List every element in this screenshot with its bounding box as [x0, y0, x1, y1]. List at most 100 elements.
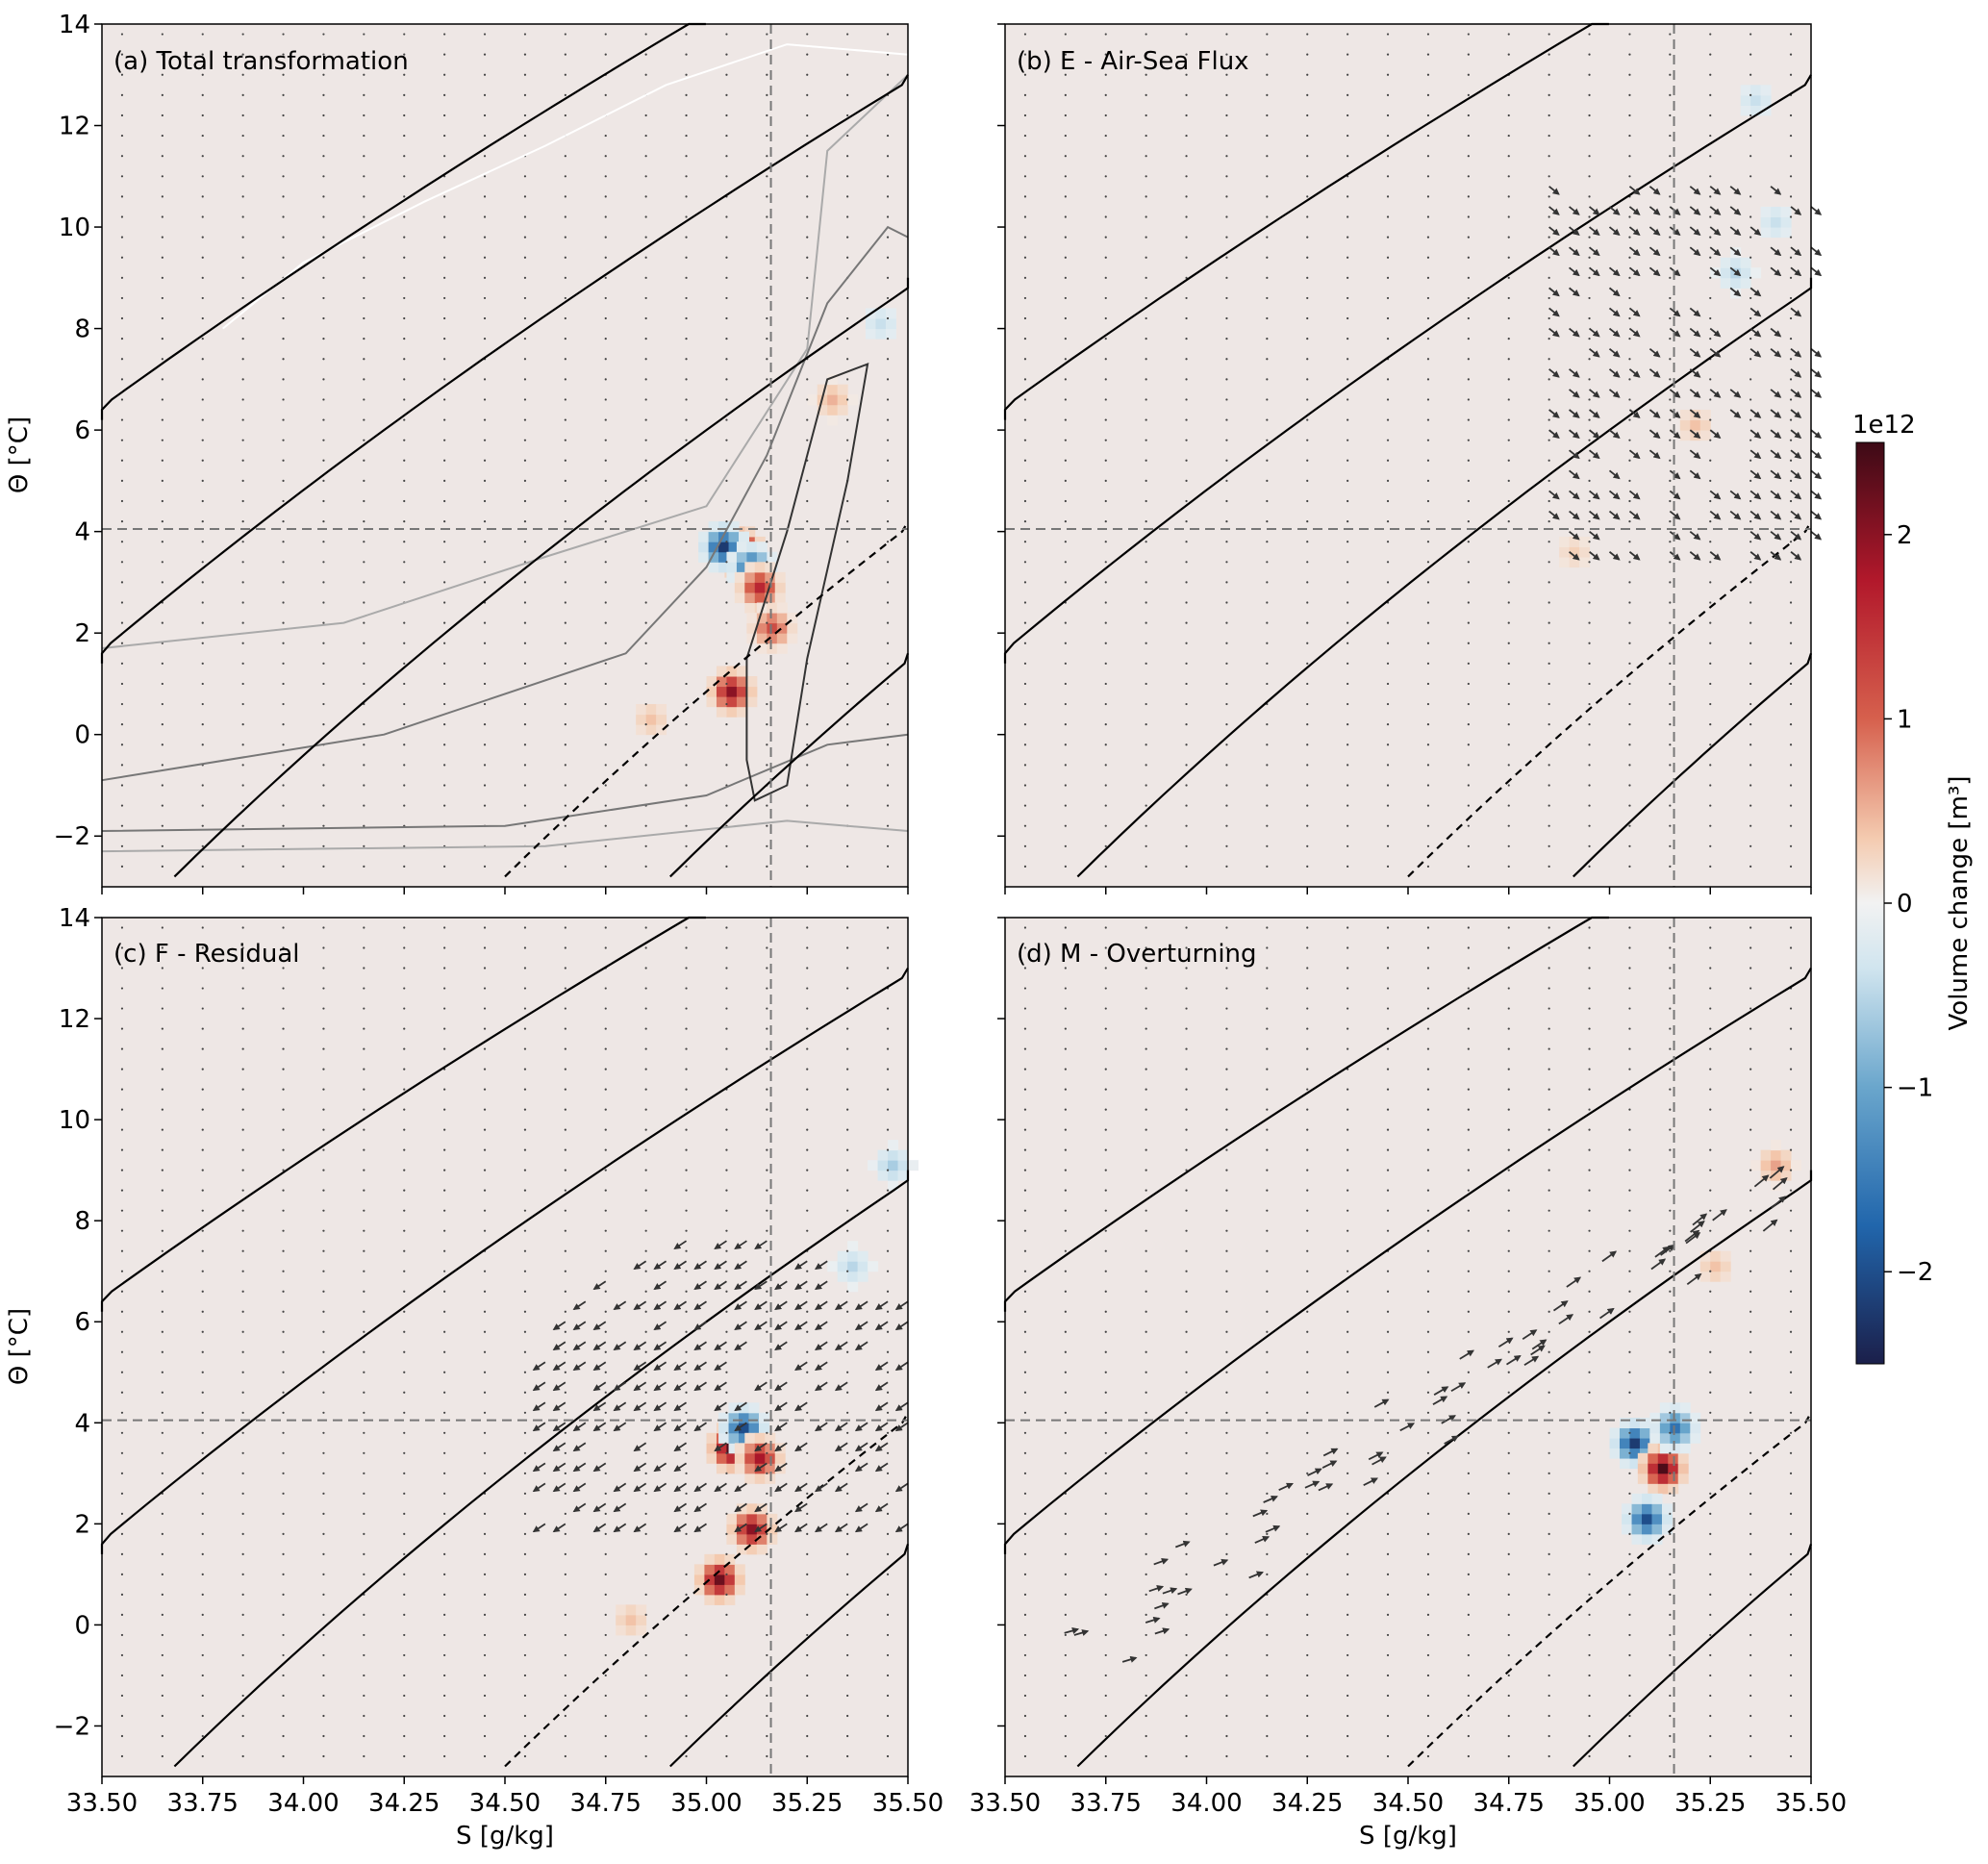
grid-dot [685, 581, 687, 583]
grid-dot [1548, 1553, 1550, 1555]
grid-dot [1749, 94, 1751, 96]
grid-dot [887, 398, 889, 400]
x-tick-label: 35.50 [1775, 1789, 1847, 1818]
grid-dot [1346, 622, 1348, 624]
grid-dot [1588, 743, 1590, 745]
grid-dot [1427, 581, 1429, 583]
grid-dot [403, 1574, 405, 1575]
grid-dot [725, 1250, 727, 1252]
grid-dot [1306, 175, 1308, 177]
grid-dot [202, 601, 204, 603]
grid-dot [443, 1432, 445, 1434]
grid-dot [846, 1129, 848, 1131]
grid-dot [1024, 804, 1026, 806]
grid-dot [1185, 1190, 1187, 1192]
grid-dot [645, 541, 647, 542]
heatmap-cell [1579, 557, 1590, 567]
grid-dot [162, 1735, 164, 1737]
grid-dot [484, 1533, 486, 1535]
heatmap-cell [744, 592, 755, 603]
grid-dot [162, 1291, 164, 1293]
grid-dot [1185, 1412, 1187, 1414]
grid-dot [645, 297, 647, 299]
grid-dot [806, 581, 808, 583]
grid-dot [1387, 440, 1389, 441]
grid-dot [282, 1109, 284, 1111]
grid-dot [1266, 418, 1268, 420]
grid-dot [403, 114, 405, 116]
grid-dot [685, 1372, 687, 1373]
grid-dot [1669, 1473, 1671, 1474]
grid-dot [524, 33, 526, 35]
grid-dot [1749, 398, 1751, 400]
grid-dot [1749, 237, 1751, 239]
grid-dot [1669, 642, 1671, 644]
grid-dot [242, 1230, 244, 1232]
grid-dot [242, 114, 244, 116]
grid-dot [645, 1695, 647, 1697]
grid-dot [1669, 74, 1671, 76]
grid-dot [443, 1170, 445, 1171]
grid-dot [282, 743, 284, 745]
grid-dot [1588, 1271, 1590, 1272]
grid-dot [1105, 257, 1107, 259]
grid-dot [403, 926, 405, 928]
grid-dot [363, 622, 365, 624]
grid-dot [1225, 1129, 1227, 1131]
grid-dot [1709, 1493, 1711, 1495]
grid-dot [1225, 1654, 1227, 1656]
grid-dot [1628, 1594, 1630, 1596]
grid-dot [887, 338, 889, 340]
grid-dot [524, 1230, 526, 1232]
grid-dot [1346, 1392, 1348, 1394]
grid-dot [1065, 825, 1067, 827]
grid-dot [605, 663, 607, 665]
grid-dot [605, 1047, 607, 1049]
grid-dot [121, 277, 123, 279]
grid-dot [1346, 703, 1348, 705]
grid-dot [443, 622, 445, 624]
grid-dot [121, 1452, 123, 1454]
grid-dot [1749, 1291, 1751, 1293]
grid-dot [1105, 683, 1107, 685]
grid-dot [121, 804, 123, 806]
heatmap-cell [757, 1514, 768, 1524]
grid-dot [1387, 561, 1389, 563]
grid-dot [282, 317, 284, 319]
grid-dot [1387, 338, 1389, 340]
heatmap-cell [636, 1604, 646, 1615]
grid-dot [322, 663, 324, 665]
grid-dot [725, 683, 727, 685]
grid-dot [1387, 1230, 1389, 1232]
grid-dot [565, 1210, 566, 1212]
grid-dot [242, 317, 244, 319]
grid-dot [1508, 1553, 1510, 1555]
grid-dot [1669, 1271, 1671, 1272]
grid-dot [1548, 1089, 1550, 1091]
grid-dot [1790, 1068, 1792, 1070]
grid-dot [1588, 74, 1590, 76]
grid-dot [1145, 926, 1147, 928]
grid-dot [443, 561, 445, 563]
grid-dot [1468, 1311, 1470, 1313]
heatmap-cell [748, 1402, 759, 1413]
grid-dot [1306, 317, 1308, 319]
grid-dot [1749, 1190, 1751, 1192]
grid-dot [645, 500, 647, 502]
grid-dot [1427, 1594, 1429, 1596]
grid-dot [202, 845, 204, 847]
grid-dot [1185, 1068, 1187, 1070]
grid-dot [1628, 378, 1630, 380]
grid-dot [1508, 1432, 1510, 1434]
heatmap-cell [717, 696, 727, 707]
grid-dot [887, 1675, 889, 1676]
grid-dot [725, 703, 727, 705]
grid-dot [1065, 703, 1067, 705]
grid-dot [322, 1089, 324, 1091]
grid-dot [1427, 480, 1429, 482]
grid-dot [1387, 1129, 1389, 1131]
grid-dot [766, 1412, 768, 1414]
grid-dot [605, 398, 607, 400]
grid-dot [846, 378, 848, 380]
grid-dot [1306, 1675, 1308, 1676]
